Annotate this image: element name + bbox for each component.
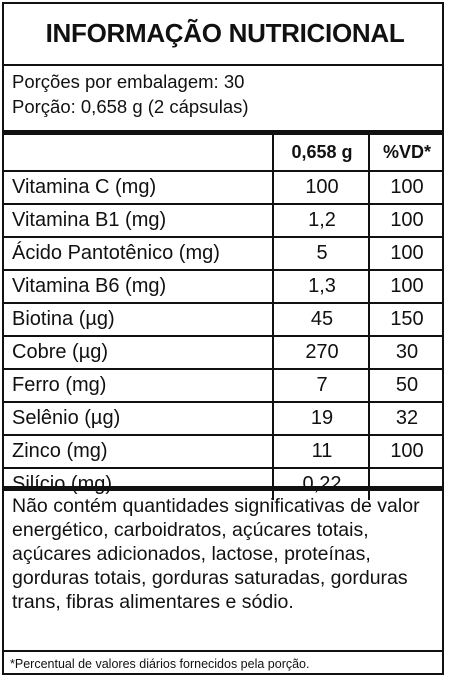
not-significant-note: Não contém quantidades significativas de… (12, 495, 420, 613)
nutrient-quantity: 5 (272, 238, 370, 269)
nutrient-name: Selênio (µg) (12, 407, 121, 429)
panel-title: INFORMAÇÃO NUTRICIONAL (45, 18, 405, 48)
portion-size: Porção: 0,658 g (2 cápsulas) (12, 96, 249, 117)
nutrient-name: Biotina (µg) (12, 308, 115, 330)
table-row: Vitamina B1 (mg) 1,2 100 (4, 205, 442, 238)
table-row: Ferro (mg) 7 50 (4, 370, 442, 403)
nutrient-quantity: 1,3 (272, 271, 370, 302)
table-row: Vitamina C (mg) 100 100 (4, 172, 442, 205)
title-divider (4, 64, 442, 66)
table-row: Ácido Pantotênico (mg) 5 100 (4, 238, 442, 271)
nutrient-daily-value: 100 (368, 172, 444, 203)
nutrient-quantity: 270 (272, 337, 370, 368)
nutrient-daily-value: 100 (368, 271, 444, 302)
table-row: Vitamina B6 (mg) 1,3 100 (4, 271, 442, 304)
header-quantity: 0,658 g (272, 135, 370, 170)
nutrient-quantity: 100 (272, 172, 370, 203)
table-header-row: 0,658 g %VD* (4, 135, 442, 172)
table-row: Biotina (µg) 45 150 (4, 304, 442, 337)
nutrient-daily-value: 32 (368, 403, 444, 434)
table-row: Zinco (mg) 11 100 (4, 436, 442, 469)
nutrient-daily-value: 150 (368, 304, 444, 335)
nutrient-name: Cobre (µg) (12, 341, 108, 363)
header-name-cell (12, 135, 270, 170)
nutrient-quantity: 45 (272, 304, 370, 335)
nutrient-table: 0,658 g %VD* Vitamina C (mg) 100 100 Vitami… (4, 135, 442, 500)
servings-per-package: Porções por embalagem: 30 (12, 71, 245, 92)
nutrient-daily-value: 50 (368, 370, 444, 401)
table-row: Cobre (µg) 270 30 (4, 337, 442, 370)
nutrient-daily-value: 100 (368, 238, 444, 269)
nutrient-daily-value (368, 469, 444, 500)
nutrient-quantity: 1,2 (272, 205, 370, 236)
table-bottom-divider (4, 486, 442, 491)
daily-value-footnote: *Percentual de valores diários fornecido… (10, 657, 310, 671)
nutrient-name: Vitamina C (mg) (12, 176, 157, 198)
nutrient-daily-value: 100 (368, 436, 444, 467)
nutrient-quantity: 7 (272, 370, 370, 401)
serving-divider (4, 130, 442, 135)
table-row: Selênio (µg) 19 32 (4, 403, 442, 436)
nutrient-daily-value: 30 (368, 337, 444, 368)
nutrient-quantity: 19 (272, 403, 370, 434)
nutrition-facts-panel: INFORMAÇÃO NUTRICIONAL Porções por embal… (2, 2, 444, 675)
nutrient-daily-value: 100 (368, 205, 444, 236)
nutrient-name: Ferro (mg) (12, 374, 107, 396)
nutrient-name: Vitamina B6 (mg) (12, 275, 167, 297)
nutrient-rows: Vitamina C (mg) 100 100 Vitamina B1 (mg) 1,2… (4, 172, 442, 500)
nutrient-quantity: 11 (272, 436, 370, 467)
nutrient-name: Ácido Pantotênico (mg) (12, 242, 220, 264)
nutrient-name: Vitamina B1 (mg) (12, 209, 167, 231)
header-daily-value: %VD* (368, 135, 444, 170)
nutrient-name: Zinco (mg) (12, 440, 108, 462)
footnote-divider (4, 650, 442, 652)
